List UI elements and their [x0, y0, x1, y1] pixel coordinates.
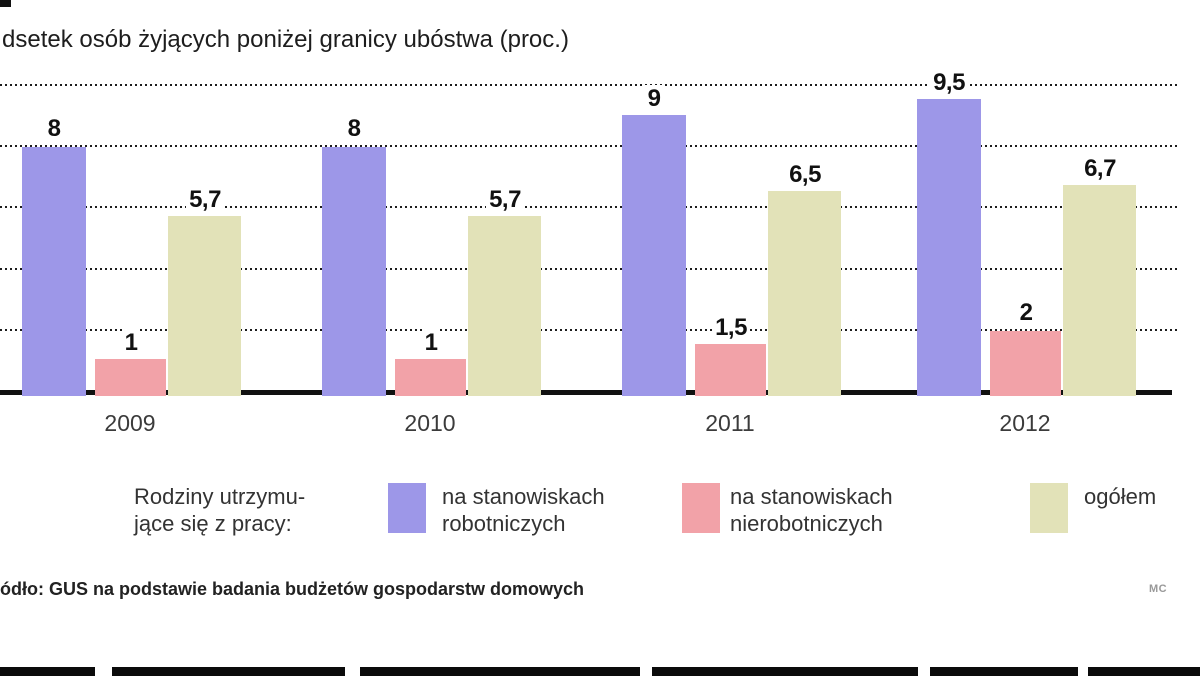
gridline-4: [0, 268, 1177, 270]
bar-value-label: 6,7: [1058, 155, 1142, 183]
credit-initials: MC: [1149, 583, 1168, 595]
cropped-text-fragment: [1088, 667, 1200, 676]
cropped-text-fragment: [930, 667, 1078, 676]
bar-value-text: 6,5: [786, 161, 824, 188]
bar-value-text: 8: [44, 115, 64, 142]
legend-label-line1: na stanowiskach: [442, 484, 605, 509]
bar-value-label: 1,5: [689, 314, 773, 342]
bar-value-label: 1: [89, 329, 173, 357]
x-axis-label-2012: 2012: [999, 410, 1051, 436]
gridline-2: [0, 329, 1177, 331]
x-axis-label-2011: 2011: [705, 410, 755, 436]
bar-value-label: 9,5: [907, 69, 991, 97]
gridline-8: [0, 145, 1177, 147]
bar: [695, 344, 766, 396]
bar: [468, 216, 541, 396]
gridline-10: [0, 84, 1177, 86]
legend-label: ogółem: [1084, 483, 1156, 510]
legend-label-line1: ogółem: [1084, 484, 1157, 509]
bar-value-text: 1,5: [712, 314, 750, 341]
bar-value-text: 8: [344, 115, 364, 142]
bar: [395, 359, 466, 396]
bar-value-label: 8: [12, 115, 96, 143]
bar-value-text: 9,5: [930, 69, 968, 96]
legend-label: na stanowiskach nierobotniczych: [730, 483, 893, 537]
bar-value-text: 1: [121, 329, 141, 356]
legend-intro-line2: jące się z pracy:: [134, 511, 292, 536]
cropped-text-fragment: [360, 667, 640, 676]
bar-value-text: 2: [1016, 299, 1036, 326]
bar-value-label: 9: [612, 85, 696, 113]
legend-intro: Rodziny utrzymu- jące się z pracy:: [134, 483, 305, 537]
bar-value-label: 2: [984, 299, 1068, 327]
legend-label-line1: na stanowiskach: [730, 484, 893, 509]
chart-title: dsetek osób żyjących poniżej granicy ubó…: [2, 26, 569, 53]
bar: [322, 147, 386, 396]
bar: [768, 191, 841, 396]
axis-baseline: [0, 390, 1172, 395]
legend-label: na stanowiskach robotniczych: [442, 483, 605, 537]
gridline-6: [0, 206, 1177, 208]
bar: [990, 331, 1061, 396]
bar: [622, 115, 686, 396]
cropped-text-fragment: [112, 667, 345, 676]
legend-swatch: [1030, 483, 1068, 533]
bar: [168, 216, 241, 396]
legend-label-line2: nierobotniczych: [730, 511, 883, 536]
corner-artifact: [0, 0, 11, 7]
x-axis-label-2010: 2010: [404, 410, 456, 436]
legend-swatch: [682, 483, 720, 533]
bar-value-label: 5,7: [463, 186, 547, 214]
source-note: ódło: GUS na podstawie badania budżetów …: [0, 579, 585, 599]
bar: [95, 359, 166, 396]
legend-swatch: [388, 483, 426, 533]
bar-value-label: 6,5: [763, 161, 847, 189]
bar-value-text: 1: [421, 329, 441, 356]
legend-intro-line1: Rodziny utrzymu-: [134, 484, 306, 509]
bar: [1063, 185, 1136, 396]
bar-value-text: 5,7: [186, 186, 224, 213]
cropped-text-fragment: [652, 667, 918, 676]
bar-value-text: 9: [644, 85, 664, 112]
cropped-text-fragment: [0, 667, 95, 676]
bar-value-text: 6,7: [1081, 155, 1119, 182]
legend-label-line2: robotniczych: [442, 511, 566, 536]
bar-value-text: 5,7: [486, 186, 524, 213]
bar: [22, 147, 86, 396]
bar-value-label: 5,7: [163, 186, 247, 214]
bar: [917, 99, 981, 396]
bar-value-label: 8: [312, 115, 396, 143]
bar-value-label: 1: [389, 329, 473, 357]
x-axis-label-2009: 2009: [104, 410, 156, 436]
